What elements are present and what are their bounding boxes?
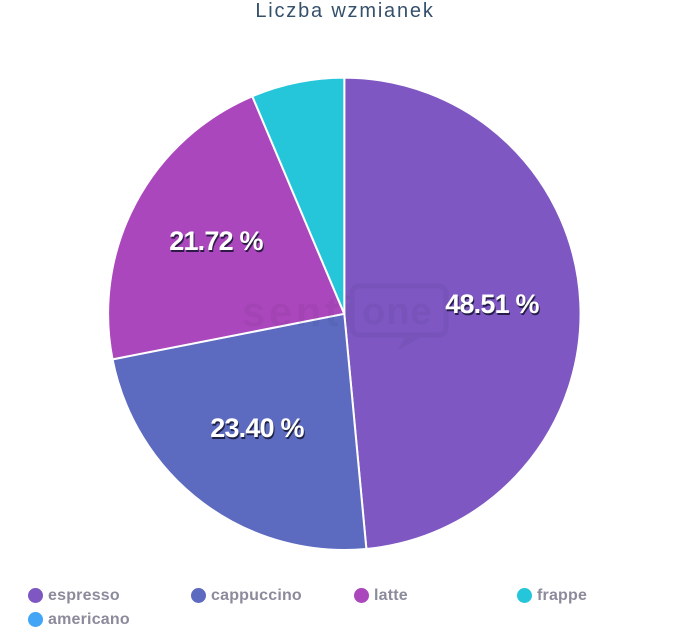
svg-text:23.40 %: 23.40 %: [211, 415, 305, 445]
svg-text:21.72 %: 21.72 %: [170, 228, 264, 258]
svg-text:48.51 %: 48.51 %: [445, 289, 539, 319]
svg-text:one: one: [362, 291, 433, 333]
svg-text:48.51 %: 48.51 %: [446, 291, 540, 321]
svg-text:senti: senti: [242, 288, 358, 335]
svg-text:23.40 %: 23.40 %: [210, 413, 304, 443]
svg-text:21.72 %: 21.72 %: [169, 226, 263, 256]
